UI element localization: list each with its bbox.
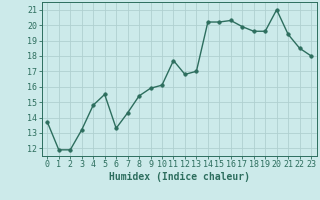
X-axis label: Humidex (Indice chaleur): Humidex (Indice chaleur) <box>109 172 250 182</box>
